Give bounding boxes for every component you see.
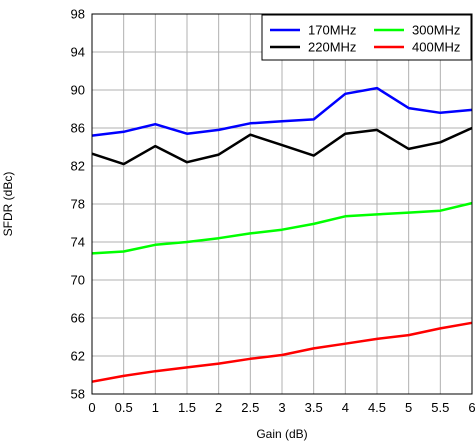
series-line-220mhz [91, 126, 473, 166]
x-tick-label: 5 [405, 400, 412, 415]
x-tick-label: 3.5 [305, 400, 323, 415]
x-tick-label: 1 [152, 400, 159, 415]
series-line-300mhz [91, 201, 473, 255]
x-axis-ticks: 0 0.5 1 1.5 2 2.5 3 3.5 4 4.5 5 5.5 6 [88, 400, 475, 415]
x-tick-label: 0 [88, 400, 95, 415]
y-tick-label: 58 [71, 387, 85, 402]
y-tick-label: 78 [71, 197, 85, 212]
y-tick-label: 82 [71, 159, 85, 174]
grid [91, 13, 473, 395]
legend-label: 170MHz [308, 23, 356, 38]
y-tick-label: 66 [71, 311, 85, 326]
y-axis-ticks: 58 62 66 70 74 78 82 86 90 94 98 [71, 7, 85, 402]
y-tick-label: 98 [71, 7, 85, 22]
y-tick-label: 70 [71, 273, 85, 288]
y-tick-label: 86 [71, 121, 85, 136]
series-lines [91, 86, 473, 383]
x-tick-label: 5.5 [431, 400, 449, 415]
legend-label: 400MHz [412, 40, 460, 55]
legend-label: 220MHz [308, 40, 356, 55]
y-tick-label: 62 [71, 349, 85, 364]
legend-box [261, 14, 472, 61]
y-tick-label: 90 [71, 83, 85, 98]
x-tick-label: 2.5 [241, 400, 259, 415]
y-tick-label: 94 [71, 45, 85, 60]
x-tick-label: 3 [278, 400, 285, 415]
legend: 170MHz 220MHz 300MHz 400MHz [261, 14, 472, 61]
y-tick-label: 74 [71, 235, 85, 250]
x-tick-label: 6 [468, 400, 475, 415]
x-tick-label: 1.5 [178, 400, 196, 415]
x-axis-label: Gain (dB) [256, 427, 307, 441]
x-tick-label: 0.5 [115, 400, 133, 415]
x-tick-label: 4 [342, 400, 349, 415]
legend-label: 300MHz [412, 23, 460, 38]
plot-frame [91, 13, 473, 395]
x-tick-label: 2 [215, 400, 222, 415]
series-line-400mhz [91, 321, 473, 383]
x-tick-label: 4.5 [368, 400, 386, 415]
series-line-170mhz [91, 86, 473, 137]
y-axis-label: SFDR (dBc) [1, 172, 15, 237]
